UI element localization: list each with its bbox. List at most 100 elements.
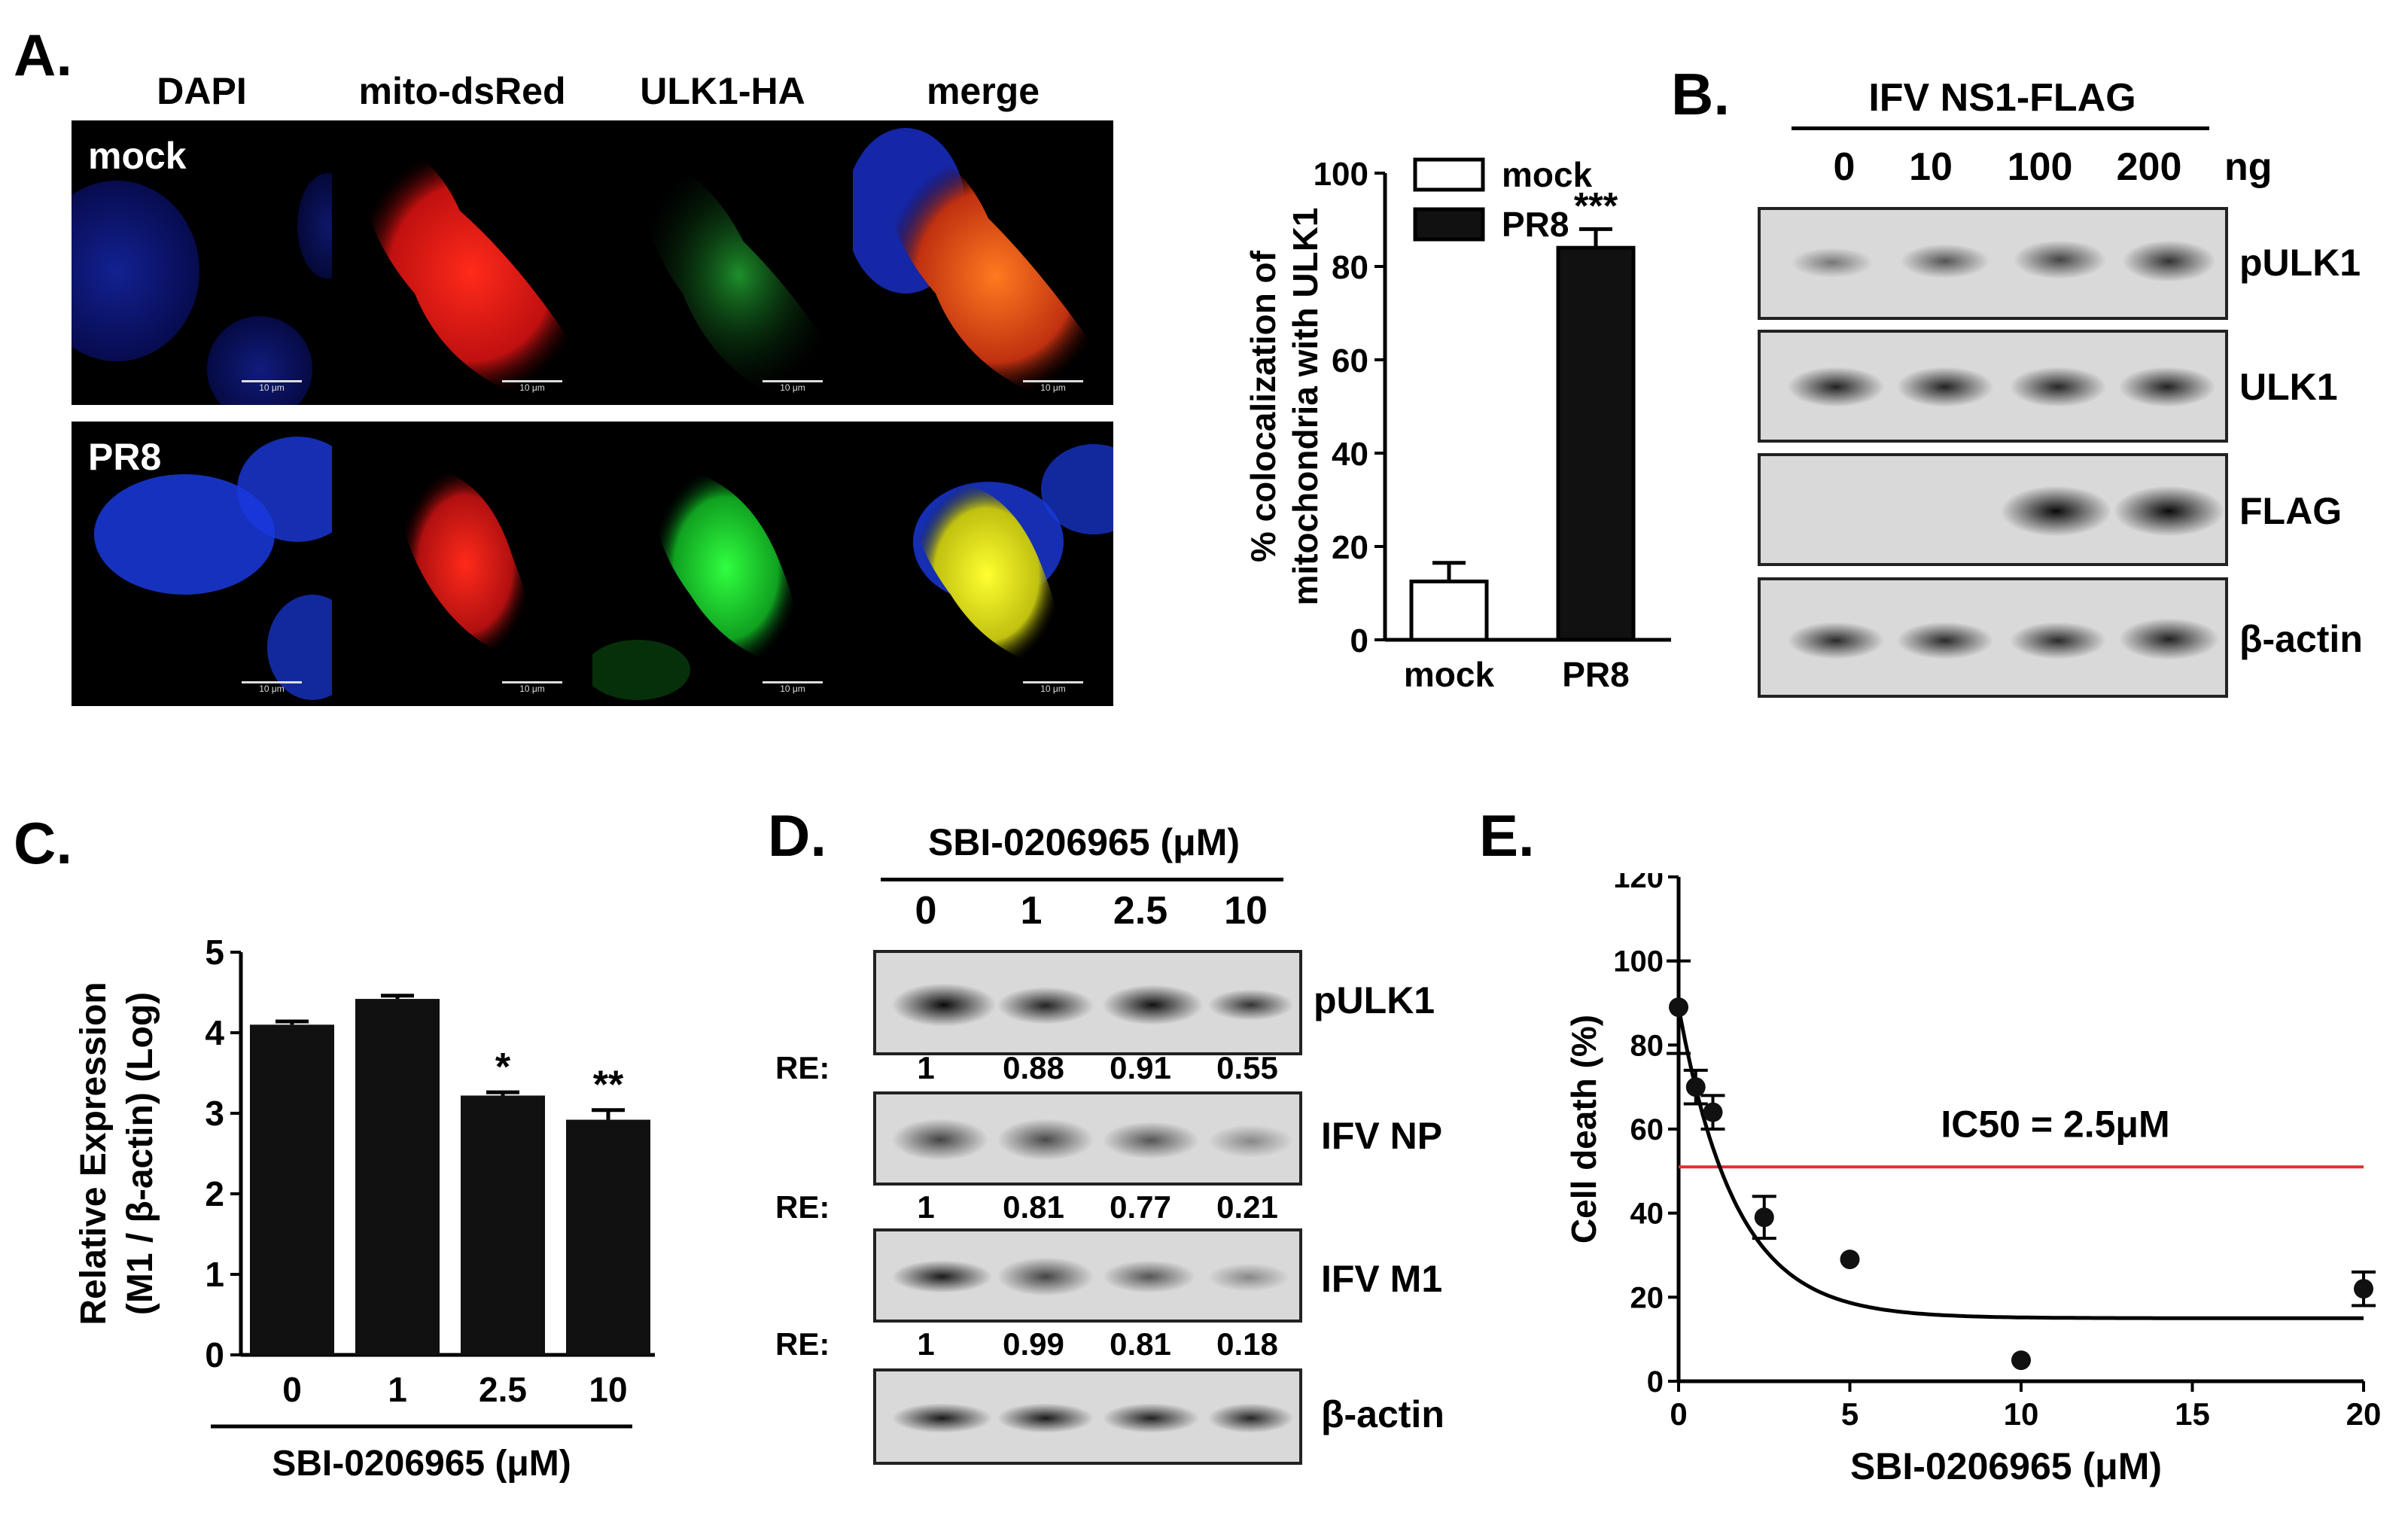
y-tick-label: 0 [1350, 622, 1368, 659]
re-label: RE: [775, 1050, 830, 1085]
panel-c-label: C. [14, 810, 72, 876]
y-tick-label: 0 [205, 1335, 224, 1374]
panel-b-header: IFV NS1-FLAG [1868, 76, 2136, 120]
micrograph-mock-mito-dsred: 10 μm [332, 120, 592, 405]
data-point [1840, 1250, 1860, 1270]
panel-d-label: D. [768, 802, 827, 869]
data-point [1685, 1077, 1706, 1097]
legend-label: PR8 [1502, 205, 1569, 244]
scale-bar: 10 μm [1023, 681, 1083, 694]
blot-d-label-pulk1: pULK1 [1314, 979, 1435, 1021]
panel-d-lane-1: 1 [1020, 889, 1043, 933]
x-axis-label: SBI-0206965 (μM) [272, 1444, 571, 1484]
y-tick-label: 60 [1332, 342, 1368, 379]
significance-marker: * [495, 1046, 511, 1089]
re-label: RE: [775, 1326, 830, 1362]
blot-b-ulk1 [1758, 330, 2228, 443]
x-tick-label: 10 [2004, 1396, 2039, 1432]
micrograph-pr8-merge: 10 μm [853, 422, 1113, 706]
scale-bar: 10 μm [242, 681, 302, 694]
re-value: 0.55 [1216, 1050, 1278, 1085]
panel-d-lane-0: 0 [915, 889, 937, 933]
bar-2.5 [461, 1095, 545, 1355]
blot-b-label-beta-actin: β-actin [2239, 618, 2363, 660]
legend-swatch-mock [1413, 157, 1485, 192]
re-value: 0.81 [1110, 1326, 1171, 1362]
ic50-annotation: IC50 = 2.5μM [1941, 1103, 2169, 1145]
data-point [1669, 997, 1688, 1018]
scale-bar: 10 μm [763, 681, 823, 694]
y-tick-label: 5 [205, 933, 224, 972]
data-point [1703, 1102, 1723, 1122]
bar-PR8 [1556, 245, 1636, 642]
significance-marker: ** [593, 1064, 624, 1107]
y-tick-label: 1 [205, 1255, 224, 1294]
panel-d-header-line [881, 878, 1283, 881]
y-tick-label: 20 [1332, 529, 1368, 566]
blot-d-ifv-np [873, 1091, 1302, 1186]
y-tick-label: 100 [1314, 156, 1368, 193]
x-tick-label: 0 [282, 1370, 302, 1409]
re-label: RE: [775, 1189, 830, 1225]
column-header-dapi: DAPI [157, 70, 247, 112]
x-tick-label: 20 [2346, 1396, 2382, 1432]
y-tick-label: 40 [1332, 436, 1368, 473]
micrograph-pr8-dapi: PR8 10 μm [72, 422, 332, 706]
re-value: 0.88 [1003, 1050, 1064, 1085]
y-axis-label: Cell death (%) [1564, 1015, 1603, 1243]
x-tick-label: 5 [1841, 1396, 1859, 1432]
re-value: 0.77 [1110, 1189, 1171, 1225]
panel-d-header: SBI-0206965 (μM) [927, 821, 1241, 863]
y-tick-label: 40 [1630, 1198, 1664, 1231]
blot-b-pulk1 [1758, 207, 2228, 320]
panel-d-lane-10: 10 [1224, 889, 1268, 933]
x-tick-label: 15 [2175, 1396, 2210, 1432]
legend-label: mock [1502, 155, 1593, 194]
scale-bar: 10 μm [502, 681, 562, 694]
y-axis-label: % colocalization ofmitochondria with ULK… [1244, 208, 1325, 606]
significance-marker: *** [1574, 184, 1618, 227]
y-tick-label: 0 [1647, 1365, 1664, 1399]
re-value: 1 [917, 1189, 935, 1225]
blot-b-beta-actin [1758, 577, 2228, 698]
micrograph-pr8-mito-dsred: 10 μm [332, 422, 592, 706]
blot-d-label-beta-actin: β-actin [1321, 1393, 1444, 1435]
bar-10 [566, 1119, 650, 1355]
blot-d-beta-actin [873, 1368, 1302, 1465]
micrograph-mock-ulk1-ha: 10 μm [592, 120, 853, 405]
x-tick-label: 10 [589, 1370, 627, 1409]
y-axis-label: Relative Expression (M1 / β-actin) (Log) [75, 982, 160, 1325]
y-tick-label: 4 [205, 1013, 224, 1052]
scale-bar: 10 μm [763, 380, 823, 393]
panel-b-lane-200: 200 [2116, 145, 2182, 189]
y-tick-label: 60 [1630, 1113, 1664, 1146]
y-tick-label: 3 [205, 1094, 224, 1133]
fit-curve [1676, 1006, 2364, 1320]
y-tick-label: 120 [1613, 873, 1664, 894]
panel-a-label: A. [14, 22, 72, 88]
blot-b-label-pulk1: pULK1 [2239, 242, 2361, 284]
x-tick-label: 2.5 [479, 1370, 527, 1409]
bar-1 [355, 999, 440, 1355]
scale-bar: 10 μm [502, 380, 562, 393]
re-value: 0.99 [1003, 1326, 1064, 1362]
x-tick-label: mock [1404, 655, 1495, 694]
blot-d-pulk1 [873, 950, 1302, 1055]
row-label-mock: mock [88, 135, 187, 177]
data-point [2011, 1350, 2031, 1371]
scale-bar: 10 μm [242, 380, 302, 393]
panel-b-header-line [1792, 126, 2209, 130]
panel-b-unit: ng [2224, 145, 2273, 189]
panel-b-lane-100: 100 [2007, 145, 2073, 189]
column-header-merge: merge [926, 70, 1040, 112]
x-axis-label: SBI-0206965 (μM) [1850, 1445, 2162, 1487]
panel-d-lane-2-5: 2.5 [1113, 889, 1168, 933]
re-value: 0.18 [1216, 1326, 1278, 1362]
micrograph-pr8-ulk1-ha: 10 μm [592, 422, 853, 706]
chart-e-cell-death: 0 20 40 60 80 100 120 0 5 10 15 20 Cell death (%) SBI… [1564, 873, 2382, 1487]
chart-a-colocalization: 0 20 40 60 80 100 % colocalization ofmitochond… [1244, 155, 1671, 694]
blot-d-ifv-m1 [873, 1228, 1302, 1323]
y-tick-label: 2 [205, 1174, 224, 1213]
chart-c-relative-expression: 0 1 2 3 4 5 Relative Expression (M1 / β-actin) … [75, 933, 655, 1484]
re-value: 0.21 [1216, 1189, 1278, 1225]
